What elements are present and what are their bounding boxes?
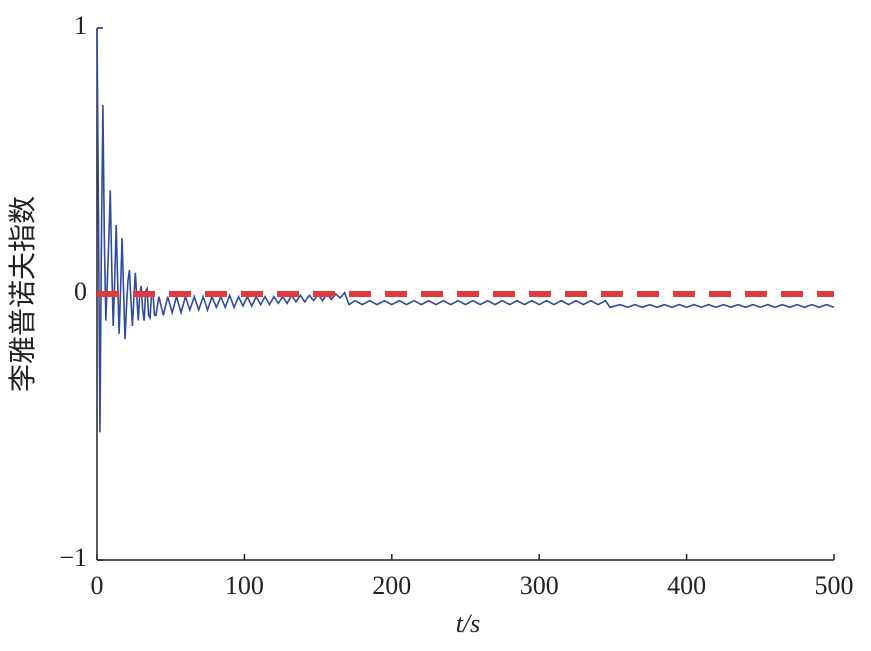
y-tick-label: 0 — [74, 277, 87, 306]
x-axis-label: t/s — [456, 609, 481, 638]
x-tick-label: 0 — [91, 571, 104, 600]
x-tick-label: 100 — [225, 571, 264, 600]
y-tick-label: −1 — [59, 543, 87, 572]
data-line — [96, 27, 835, 433]
x-tick-label: 400 — [667, 571, 706, 600]
y-axis-label: 李雅普诺夫指数 — [6, 196, 39, 392]
x-tick-label: 200 — [372, 571, 411, 600]
x-tick-label: 500 — [815, 571, 854, 600]
x-tick-label: 300 — [520, 571, 559, 600]
y-tick-label: 1 — [74, 11, 87, 40]
